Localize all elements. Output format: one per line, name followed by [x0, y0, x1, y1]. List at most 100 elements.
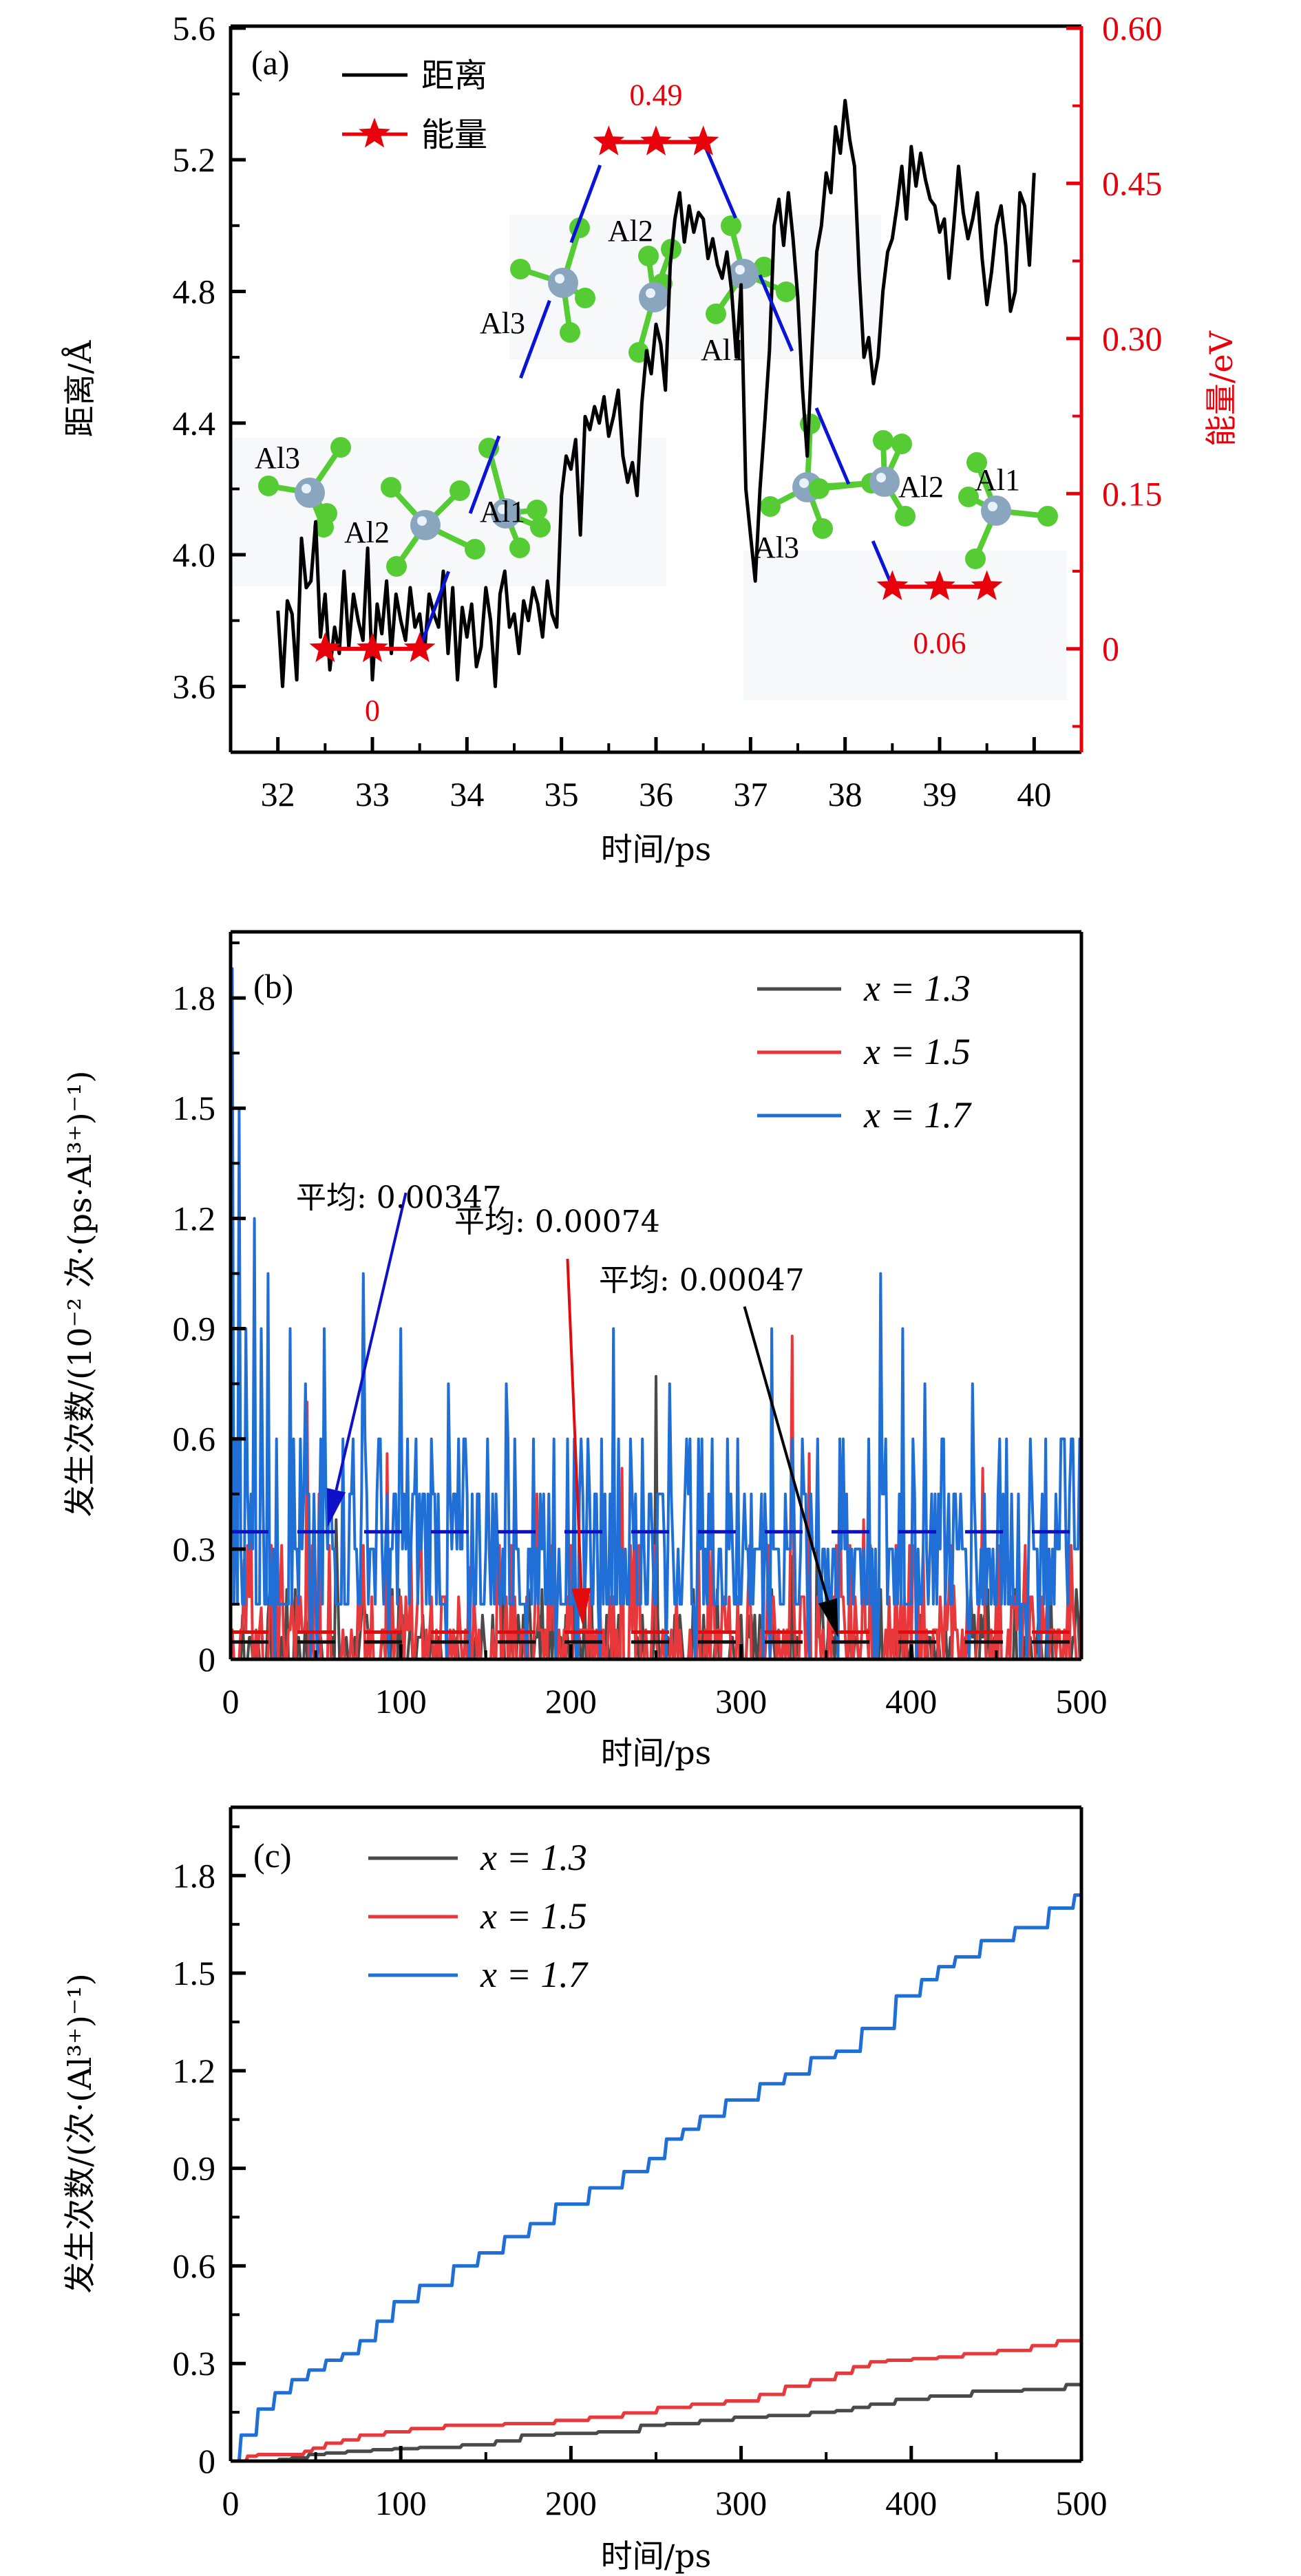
aluminum-atom [728, 259, 759, 289]
x-tick-label: 38 [828, 775, 863, 813]
atom-highlight [417, 516, 427, 526]
panel-a: Al3 Al2 Al1 Al3 Al2 Al1 Al3 Al2 Al1 32 33 34 35 36 37… [61, 9, 1240, 868]
y-axis-title-b: 发生次数/(10⁻² 次·(ps·Al³⁺)⁻¹) [61, 1071, 98, 1518]
y-tick-label: 1.2 [173, 2052, 216, 2090]
atom-highlight [302, 484, 311, 493]
molecule-ts-al3 [510, 217, 595, 343]
mean-lines [231, 1530, 1081, 1644]
fluorine-atom [527, 500, 547, 520]
x-tick-label: 32 [261, 775, 295, 813]
atom-highlight [735, 265, 745, 275]
annotation-arrowhead-icon [326, 1488, 346, 1527]
y-right-tick-label: 0 [1102, 630, 1119, 668]
aluminum-atom [981, 496, 1011, 526]
y-tick-label: 0 [198, 1640, 215, 1679]
annotation-arrow-line [335, 1192, 408, 1491]
atom-label-al3: Al3 [255, 441, 300, 475]
x-tick-label: 500 [1056, 1682, 1108, 1721]
x-tick-label: 0 [222, 2484, 240, 2522]
energy-star-marker [876, 570, 909, 600]
molecule-initial-al3 [258, 437, 351, 537]
atom-highlight [646, 288, 655, 298]
annotation-arrowhead-icon [571, 1588, 591, 1626]
annotation-arrow-line [743, 1306, 829, 1601]
x-axis-title-a: 时间/ps [601, 831, 712, 868]
mean-arrows [326, 1192, 838, 1637]
panel-label-b: (b) [253, 967, 293, 1005]
atom-label-al3: Al3 [754, 531, 799, 564]
x-tick-label: 500 [1056, 2484, 1108, 2522]
y-tick-label: 0.9 [173, 2149, 216, 2188]
fluorine-atom [873, 430, 893, 451]
mean-label-x17: 平均: 0.00347 [296, 1180, 502, 1215]
y-tick-label: 1.5 [173, 1089, 216, 1127]
energy-label-0: 0 [365, 694, 380, 727]
series-line-17 [231, 1893, 1081, 2463]
x-tick-label: 100 [375, 2484, 427, 2522]
y-tick-label: 5.6 [173, 9, 216, 47]
fluorine-atom [895, 506, 916, 526]
distance-series [276, 98, 1036, 688]
x-tick-label: 300 [715, 1682, 767, 1721]
molecule-initial-al2 [381, 477, 485, 577]
x-tick-label: 33 [355, 775, 390, 813]
energy-star-marker [357, 632, 388, 663]
fluorine-atom [317, 503, 337, 524]
fluorine-atom [638, 246, 659, 266]
x-tick-label: 40 [1017, 775, 1051, 813]
fluorine-atom [809, 478, 829, 499]
atom-label-al1: Al1 [480, 495, 525, 529]
fluorine-atom [560, 322, 580, 343]
y-tick-label: 1.5 [173, 1954, 216, 1992]
energy-star-marker [403, 632, 436, 663]
aluminum-atom [491, 498, 521, 529]
axes-a: 32 33 34 35 36 37 38 39 40 3.6 4.0 4.4 4.8 5.2 5.6 0 0.1… [173, 9, 1163, 813]
y-axis-title-right-a: 能量/eV [1203, 330, 1240, 447]
atom-label-al3: Al3 [480, 306, 525, 340]
legend-label-17: x = 1.7 [480, 1954, 589, 1995]
series-line-15 [231, 2339, 1081, 2463]
fluorine-atom [958, 487, 979, 507]
x-tick-label: 0 [222, 1682, 240, 1721]
fluorine-atom [706, 304, 726, 324]
axes-c: 0 100 200 300 400 500 0 0.3 0.6 0.9 1.2 1.5 1.8 [173, 1805, 1108, 2522]
atom-label-al2: Al2 [898, 470, 944, 504]
legend-label-13: x = 1.3 [863, 968, 971, 1009]
energy-star-marker [687, 125, 719, 156]
x-tick-label: 37 [733, 775, 768, 813]
legend-label-15: x = 1.5 [480, 1895, 587, 1937]
molecule-ts-al2 [628, 239, 681, 363]
legend-star-icon [359, 118, 390, 148]
y-tick-label: 0.3 [173, 1530, 216, 1568]
legend-label-energy: 能量 [421, 116, 487, 154]
aluminum-atom [548, 268, 578, 298]
y-right-tick-label: 0.30 [1102, 319, 1163, 358]
y-tick-label: 4.8 [173, 272, 216, 310]
y-right-tick-label: 0.15 [1102, 474, 1163, 513]
x-tick-label: 400 [885, 2484, 937, 2522]
y-tick-label: 1.8 [173, 979, 216, 1017]
y-tick-label: 0 [198, 2442, 215, 2480]
x-tick-label: 100 [375, 1682, 427, 1721]
energy-series [309, 125, 1003, 663]
energy-label-049: 0.49 [630, 78, 683, 112]
legend-a: 距离 能量 [342, 56, 487, 154]
atom-label-al2: Al2 [344, 515, 390, 549]
atom-highlight [876, 473, 886, 482]
fluorine-atom [509, 537, 530, 558]
fluorine-atom [965, 549, 986, 569]
energy-star-marker [924, 570, 955, 600]
fluorine-atom [258, 476, 279, 496]
energy-star-marker [971, 570, 1003, 600]
fluorine-atom [1037, 506, 1058, 526]
y-axis-title-c: 发生次数/(次·(Al³⁺)⁻¹) [61, 1973, 98, 2293]
fluorine-atom [530, 517, 551, 537]
energy-connector [418, 141, 611, 650]
energy-label-006: 0.06 [913, 626, 966, 660]
y-axis-title-a: 距离/Å [61, 340, 98, 437]
energy-star-marker [593, 125, 625, 156]
x-axis-title-c: 时间/ps [601, 2537, 712, 2575]
